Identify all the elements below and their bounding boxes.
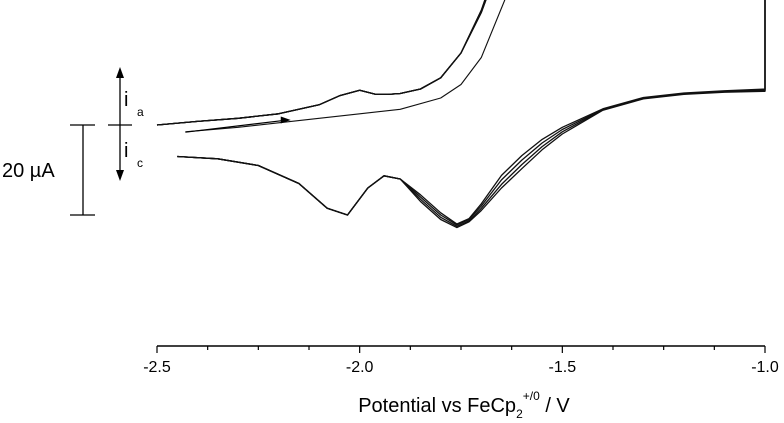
x-tick-label: -1.0 — [751, 359, 779, 376]
sweep-arrow-head — [280, 116, 291, 124]
series-line-4 — [156, 0, 766, 225]
x-tick-label: -2.5 — [143, 359, 171, 376]
cathodic-arrow-head — [116, 170, 124, 181]
series-line-3 — [156, 0, 766, 226]
cathodic-current-subscript: c — [137, 156, 143, 170]
cathodic-current-label: i — [124, 140, 128, 162]
series-line-1 — [156, 0, 766, 229]
anodic-current-label: i — [124, 89, 128, 111]
anodic-current-subscript: a — [137, 105, 144, 119]
x-axis: -2.5 -2.0 -1.5 -1.0 — [143, 345, 779, 376]
scale-bar-label: 20 µA — [2, 160, 55, 182]
x-tick-label: -1.5 — [549, 359, 577, 376]
anodic-arrow-head — [116, 67, 124, 78]
sweep-arrow-line — [185, 119, 283, 133]
x-tick-label: -2.0 — [346, 359, 374, 376]
series-line-2 — [156, 0, 766, 227]
series-line-5 — [185, 0, 766, 133]
voltammogram-traces — [156, 0, 766, 229]
x-axis-title: Potential vs FeCp2+/0 / V — [358, 389, 570, 421]
